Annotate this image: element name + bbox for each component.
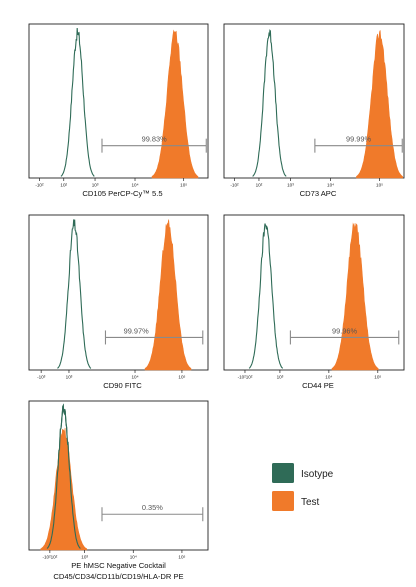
x-tick-label: 10⁵ <box>180 183 187 188</box>
x-axis-label: CD90 FITC <box>103 381 142 390</box>
legend: Isotype Test <box>272 463 334 511</box>
plot-frame <box>223 214 405 371</box>
x-tick-label: 10⁴ <box>327 183 334 188</box>
x-tick-label: 10⁴ <box>131 183 138 188</box>
legend-item: Isotype <box>272 463 334 483</box>
x-tick-label: 10⁵ <box>376 183 383 188</box>
legend-item: Test <box>272 491 320 511</box>
gate-percentage: 99.83% <box>142 135 167 144</box>
gate-bar <box>101 507 204 522</box>
x-tick-label: 10⁴ <box>130 555 137 560</box>
x-tick-label: -10² <box>35 183 44 188</box>
x-tick-label: -10³ <box>37 375 46 380</box>
x-axis-label: CD73 APC <box>300 189 337 198</box>
isotype-histogram <box>57 219 92 369</box>
x-axis-label: PE hMSC Negative Cocktail <box>71 561 166 570</box>
legend-label: Test <box>301 497 320 508</box>
histogram-panel: 0.35% -10²10² 10³ 10⁴ 10⁵ PE hMSC Negative Co… <box>28 400 209 581</box>
x-axis-label: CD105 PerCP-Cy™ 5.5 <box>82 189 162 198</box>
x-axis-label-secondary: CD45/CD34/CD11b/CD19/HLA-DR PE <box>53 572 183 581</box>
legend-swatch <box>272 463 294 483</box>
x-tick-label: 10³ <box>92 183 99 188</box>
x-tick-label: 10³ <box>66 375 73 380</box>
isotype-histogram <box>248 223 284 369</box>
test-histogram <box>144 219 192 371</box>
x-tick-label: 10⁴ <box>325 375 332 380</box>
x-tick-label: 10⁵ <box>178 375 185 380</box>
test-histogram <box>331 222 379 371</box>
x-tick-label: 10⁴ <box>131 375 138 380</box>
histogram-panel: 99.83% -10² 10² 10³ 10⁴ 10⁵ CD105 PerCP-Cy™ 5.… <box>28 23 209 198</box>
gate-percentage: 99.97% <box>124 326 149 335</box>
gate-bar <box>101 138 207 153</box>
histogram-panel: 99.97% -10³ 10³ 10⁴ 10⁵ CD90 FITC <box>28 214 209 390</box>
test-histogram <box>151 29 199 179</box>
x-tick-label: 10³ <box>277 375 284 380</box>
gate-bar <box>289 330 400 345</box>
x-tick-label: 10² <box>256 183 263 188</box>
gate-bar <box>314 138 403 153</box>
histogram-panel: 99.99% -10² 10² 10³ 10⁴ 10⁵ CD73 APC <box>223 23 405 198</box>
x-tick-label: 10³ <box>287 183 294 188</box>
x-tick-label: 10³ <box>81 555 88 560</box>
x-tick-label: 10⁵ <box>374 375 381 380</box>
test-histogram <box>356 30 403 179</box>
legend-label: Isotype <box>301 469 334 480</box>
x-axis-label: CD44 PE <box>302 381 334 390</box>
x-tick-label: 10⁵ <box>178 555 185 560</box>
test-histogram <box>40 427 88 551</box>
gate-bar <box>104 330 204 345</box>
x-tick-label: -10²10² <box>238 375 253 380</box>
x-tick-label: 10² <box>60 183 67 188</box>
legend-swatch <box>272 491 294 511</box>
isotype-histogram <box>252 29 287 177</box>
histogram-panel: 99.96% -10²10² 10³ 10⁴ 10⁵ CD44 PE <box>223 214 405 390</box>
x-tick-label: -10²10² <box>42 555 57 560</box>
isotype-histogram <box>60 27 95 177</box>
gate-percentage: 99.96% <box>332 326 357 335</box>
isotype-histogram <box>46 403 81 549</box>
gate-percentage: 0.35% <box>142 503 163 512</box>
x-tick-label: -10² <box>230 183 239 188</box>
gate-percentage: 99.99% <box>346 135 371 144</box>
